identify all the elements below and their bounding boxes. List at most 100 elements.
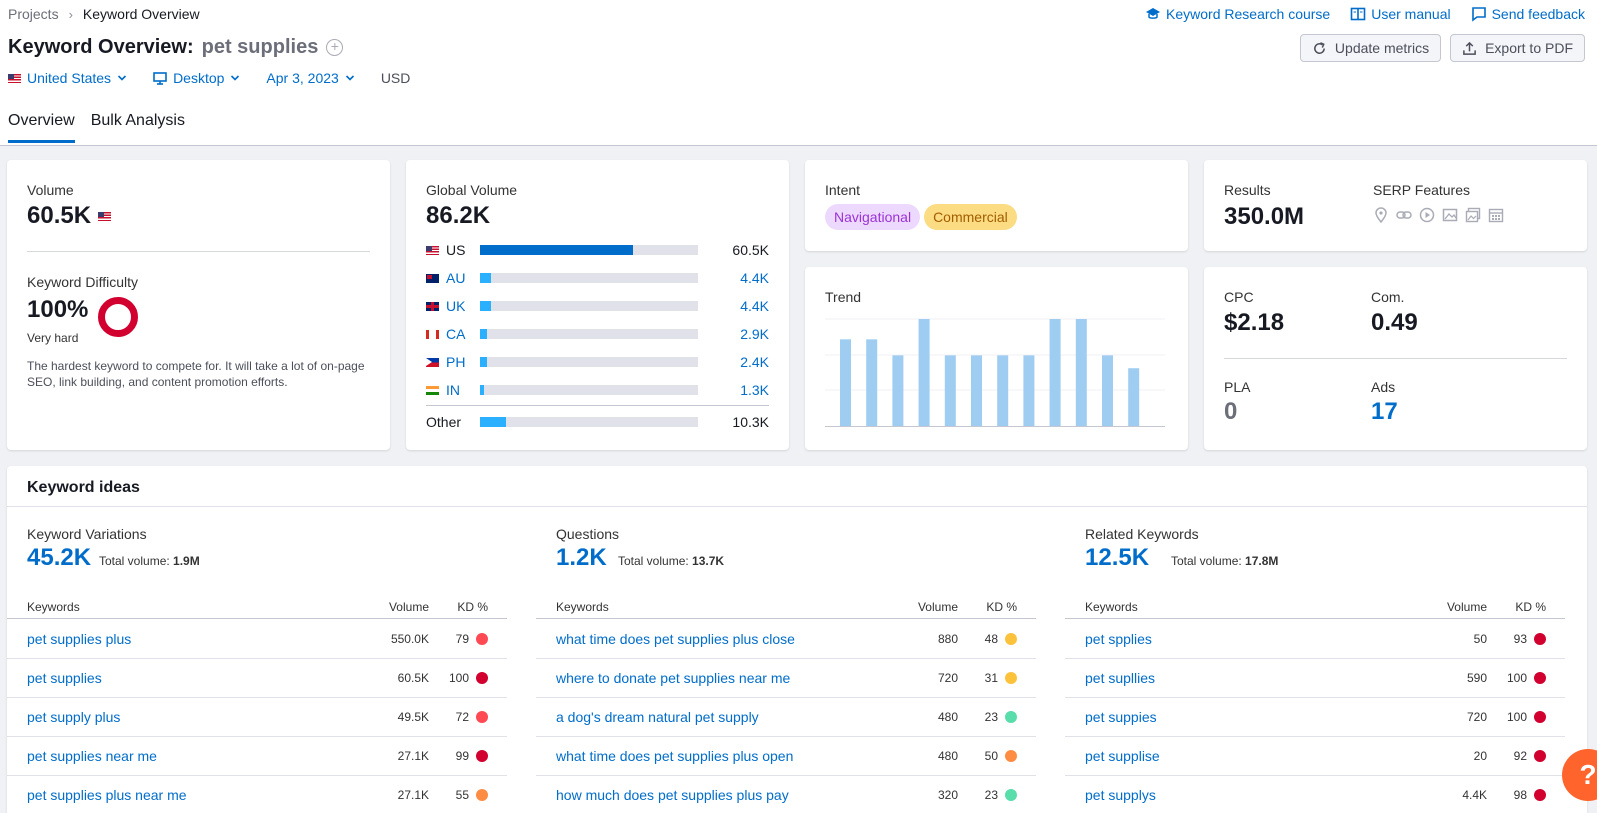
image-pack-icon[interactable] xyxy=(1465,207,1481,223)
breadcrumb-projects-link[interactable]: Projects xyxy=(8,6,59,22)
total-volume-value: 13.7K xyxy=(692,554,725,568)
kd-header[interactable]: KD % xyxy=(986,600,1017,614)
country-code[interactable]: UK xyxy=(446,298,466,314)
ads-value[interactable]: 17 xyxy=(1371,398,1398,425)
location-pin-icon[interactable] xyxy=(1373,207,1389,224)
global-volume-row-ca: CA 2.9K xyxy=(426,324,769,344)
user-manual-link[interactable]: User manual xyxy=(1350,6,1451,22)
date-dropdown[interactable]: Apr 3, 2023 xyxy=(266,70,354,86)
competition-label: Com. xyxy=(1371,289,1405,305)
country-code: US xyxy=(446,242,466,258)
trend-bar[interactable] xyxy=(918,319,930,426)
global-volume-value: 86.2K xyxy=(426,202,491,229)
keyword-link[interactable]: where to donate pet supplies near me xyxy=(556,670,791,686)
send-feedback-link[interactable]: Send feedback xyxy=(1471,6,1585,22)
keyword-link[interactable]: pet suppies xyxy=(1085,709,1157,725)
trend-bar[interactable] xyxy=(944,355,956,426)
keyword-link[interactable]: what time does pet supplies plus close xyxy=(556,631,795,647)
results-card: Results 350.0M SERP Features xyxy=(1204,160,1587,251)
country-volume[interactable]: 4.4K xyxy=(740,270,769,286)
keyword-link[interactable]: pet supllies xyxy=(1085,670,1156,686)
volume-share-fill xyxy=(480,385,484,395)
image-icon[interactable] xyxy=(1442,207,1458,223)
add-keyword-icon[interactable]: + xyxy=(326,39,344,56)
header-actions: Update metrics Export to PDF xyxy=(1299,34,1585,62)
trend-bar[interactable] xyxy=(892,355,904,426)
volume-header[interactable]: Volume xyxy=(388,600,429,614)
keyword-research-course-label: Keyword Research course xyxy=(1166,6,1331,22)
table-header: Keywords Volume KD % xyxy=(536,598,1036,619)
keyword-link[interactable]: how much does pet supplies plus pay xyxy=(556,787,789,803)
calendar-grid-icon[interactable] xyxy=(1488,207,1504,223)
keyword-link[interactable]: pet supplies near me xyxy=(27,748,157,764)
keyword-volume: 20 xyxy=(1473,749,1487,763)
kd-dot-icon xyxy=(1534,633,1546,645)
export-pdf-button[interactable]: Export to PDF xyxy=(1450,34,1585,62)
tab-overview[interactable]: Overview xyxy=(8,112,75,143)
device-dropdown[interactable]: Desktop xyxy=(153,70,240,86)
intent-tag-navigational: Navigational xyxy=(825,204,921,230)
trend-bar[interactable] xyxy=(1102,355,1113,426)
keyword-volume: 720 xyxy=(937,671,958,685)
keyword-link[interactable]: a dog's dream natural pet supply xyxy=(556,709,759,725)
help-button[interactable]: ? xyxy=(1562,749,1597,801)
keyword-link[interactable]: pet supplise xyxy=(1085,748,1160,764)
volume-value: 60.5K xyxy=(27,202,92,229)
tab-bulk-analysis[interactable]: Bulk Analysis xyxy=(90,112,185,129)
table-row: pet supllies 590 100 xyxy=(1065,659,1565,698)
volume-share-fill xyxy=(480,417,507,427)
column-count[interactable]: 12.5K xyxy=(1085,544,1150,571)
keyword-link[interactable]: pet supply plus xyxy=(27,709,121,725)
device-label: Desktop xyxy=(173,70,225,86)
ca-flag-icon xyxy=(426,329,439,339)
keyword-link[interactable]: what time does pet supplies plus open xyxy=(556,748,794,764)
country-volume[interactable]: 2.4K xyxy=(740,354,769,370)
trend-bar[interactable] xyxy=(971,355,982,426)
country-volume[interactable]: 4.4K xyxy=(740,298,769,314)
total-volume: Total volume: 17.8M xyxy=(1171,554,1278,568)
keyword-link[interactable]: pet spplies xyxy=(1085,631,1152,647)
kd-header[interactable]: KD % xyxy=(1515,600,1546,614)
page-title: Keyword Overview: pet supplies + xyxy=(8,36,344,59)
kd-header[interactable]: KD % xyxy=(457,600,488,614)
update-metrics-button[interactable]: Update metrics xyxy=(1299,34,1442,62)
trend-bar[interactable] xyxy=(1075,319,1087,426)
keyword-link[interactable]: pet supplies plus near me xyxy=(27,787,187,803)
keyword-research-course-link[interactable]: Keyword Research course xyxy=(1145,6,1330,22)
column-count[interactable]: 45.2K xyxy=(27,544,92,571)
keyword-link[interactable]: pet supplies xyxy=(27,670,102,686)
keyword-ideas-heading: Keyword ideas xyxy=(27,479,140,496)
country-volume[interactable]: 1.3K xyxy=(740,382,769,398)
trend-bar[interactable] xyxy=(1023,355,1035,426)
trend-chart xyxy=(825,318,1165,427)
country-code[interactable]: AU xyxy=(446,270,466,286)
intent-label: Intent xyxy=(825,182,861,198)
country-dropdown[interactable]: United States xyxy=(8,70,127,86)
volume-header[interactable]: Volume xyxy=(917,600,958,614)
keyword-link[interactable]: pet supplys xyxy=(1085,787,1156,803)
trend-bar[interactable] xyxy=(997,355,1009,426)
column-count[interactable]: 1.2K xyxy=(556,544,607,571)
volume-header[interactable]: Volume xyxy=(1446,600,1487,614)
trend-bar[interactable] xyxy=(1128,368,1140,426)
export-pdf-label: Export to PDF xyxy=(1485,40,1573,56)
country-code[interactable]: PH xyxy=(446,354,466,370)
kd-dot-icon xyxy=(1534,711,1546,723)
country-code[interactable]: CA xyxy=(446,326,466,342)
keyword-link[interactable]: pet supplies plus xyxy=(27,631,132,647)
trend-bar[interactable] xyxy=(840,339,851,426)
keyword-volume: 320 xyxy=(937,788,958,802)
country-code[interactable]: IN xyxy=(446,382,460,398)
trend-bar[interactable] xyxy=(866,339,878,426)
country-volume: 10.3K xyxy=(732,414,769,430)
country-volume[interactable]: 2.9K xyxy=(740,326,769,342)
trend-bar[interactable] xyxy=(1049,319,1061,426)
update-metrics-label: Update metrics xyxy=(1334,40,1430,56)
volume-share-fill xyxy=(480,273,491,283)
chevron-right-icon: › xyxy=(68,6,73,22)
keyword-volume: 720 xyxy=(1466,710,1487,724)
keyword-volume: 590 xyxy=(1466,671,1487,685)
video-play-icon[interactable] xyxy=(1419,207,1435,223)
keyword-volume: 27.1K xyxy=(397,749,429,763)
link-icon[interactable] xyxy=(1396,207,1412,223)
